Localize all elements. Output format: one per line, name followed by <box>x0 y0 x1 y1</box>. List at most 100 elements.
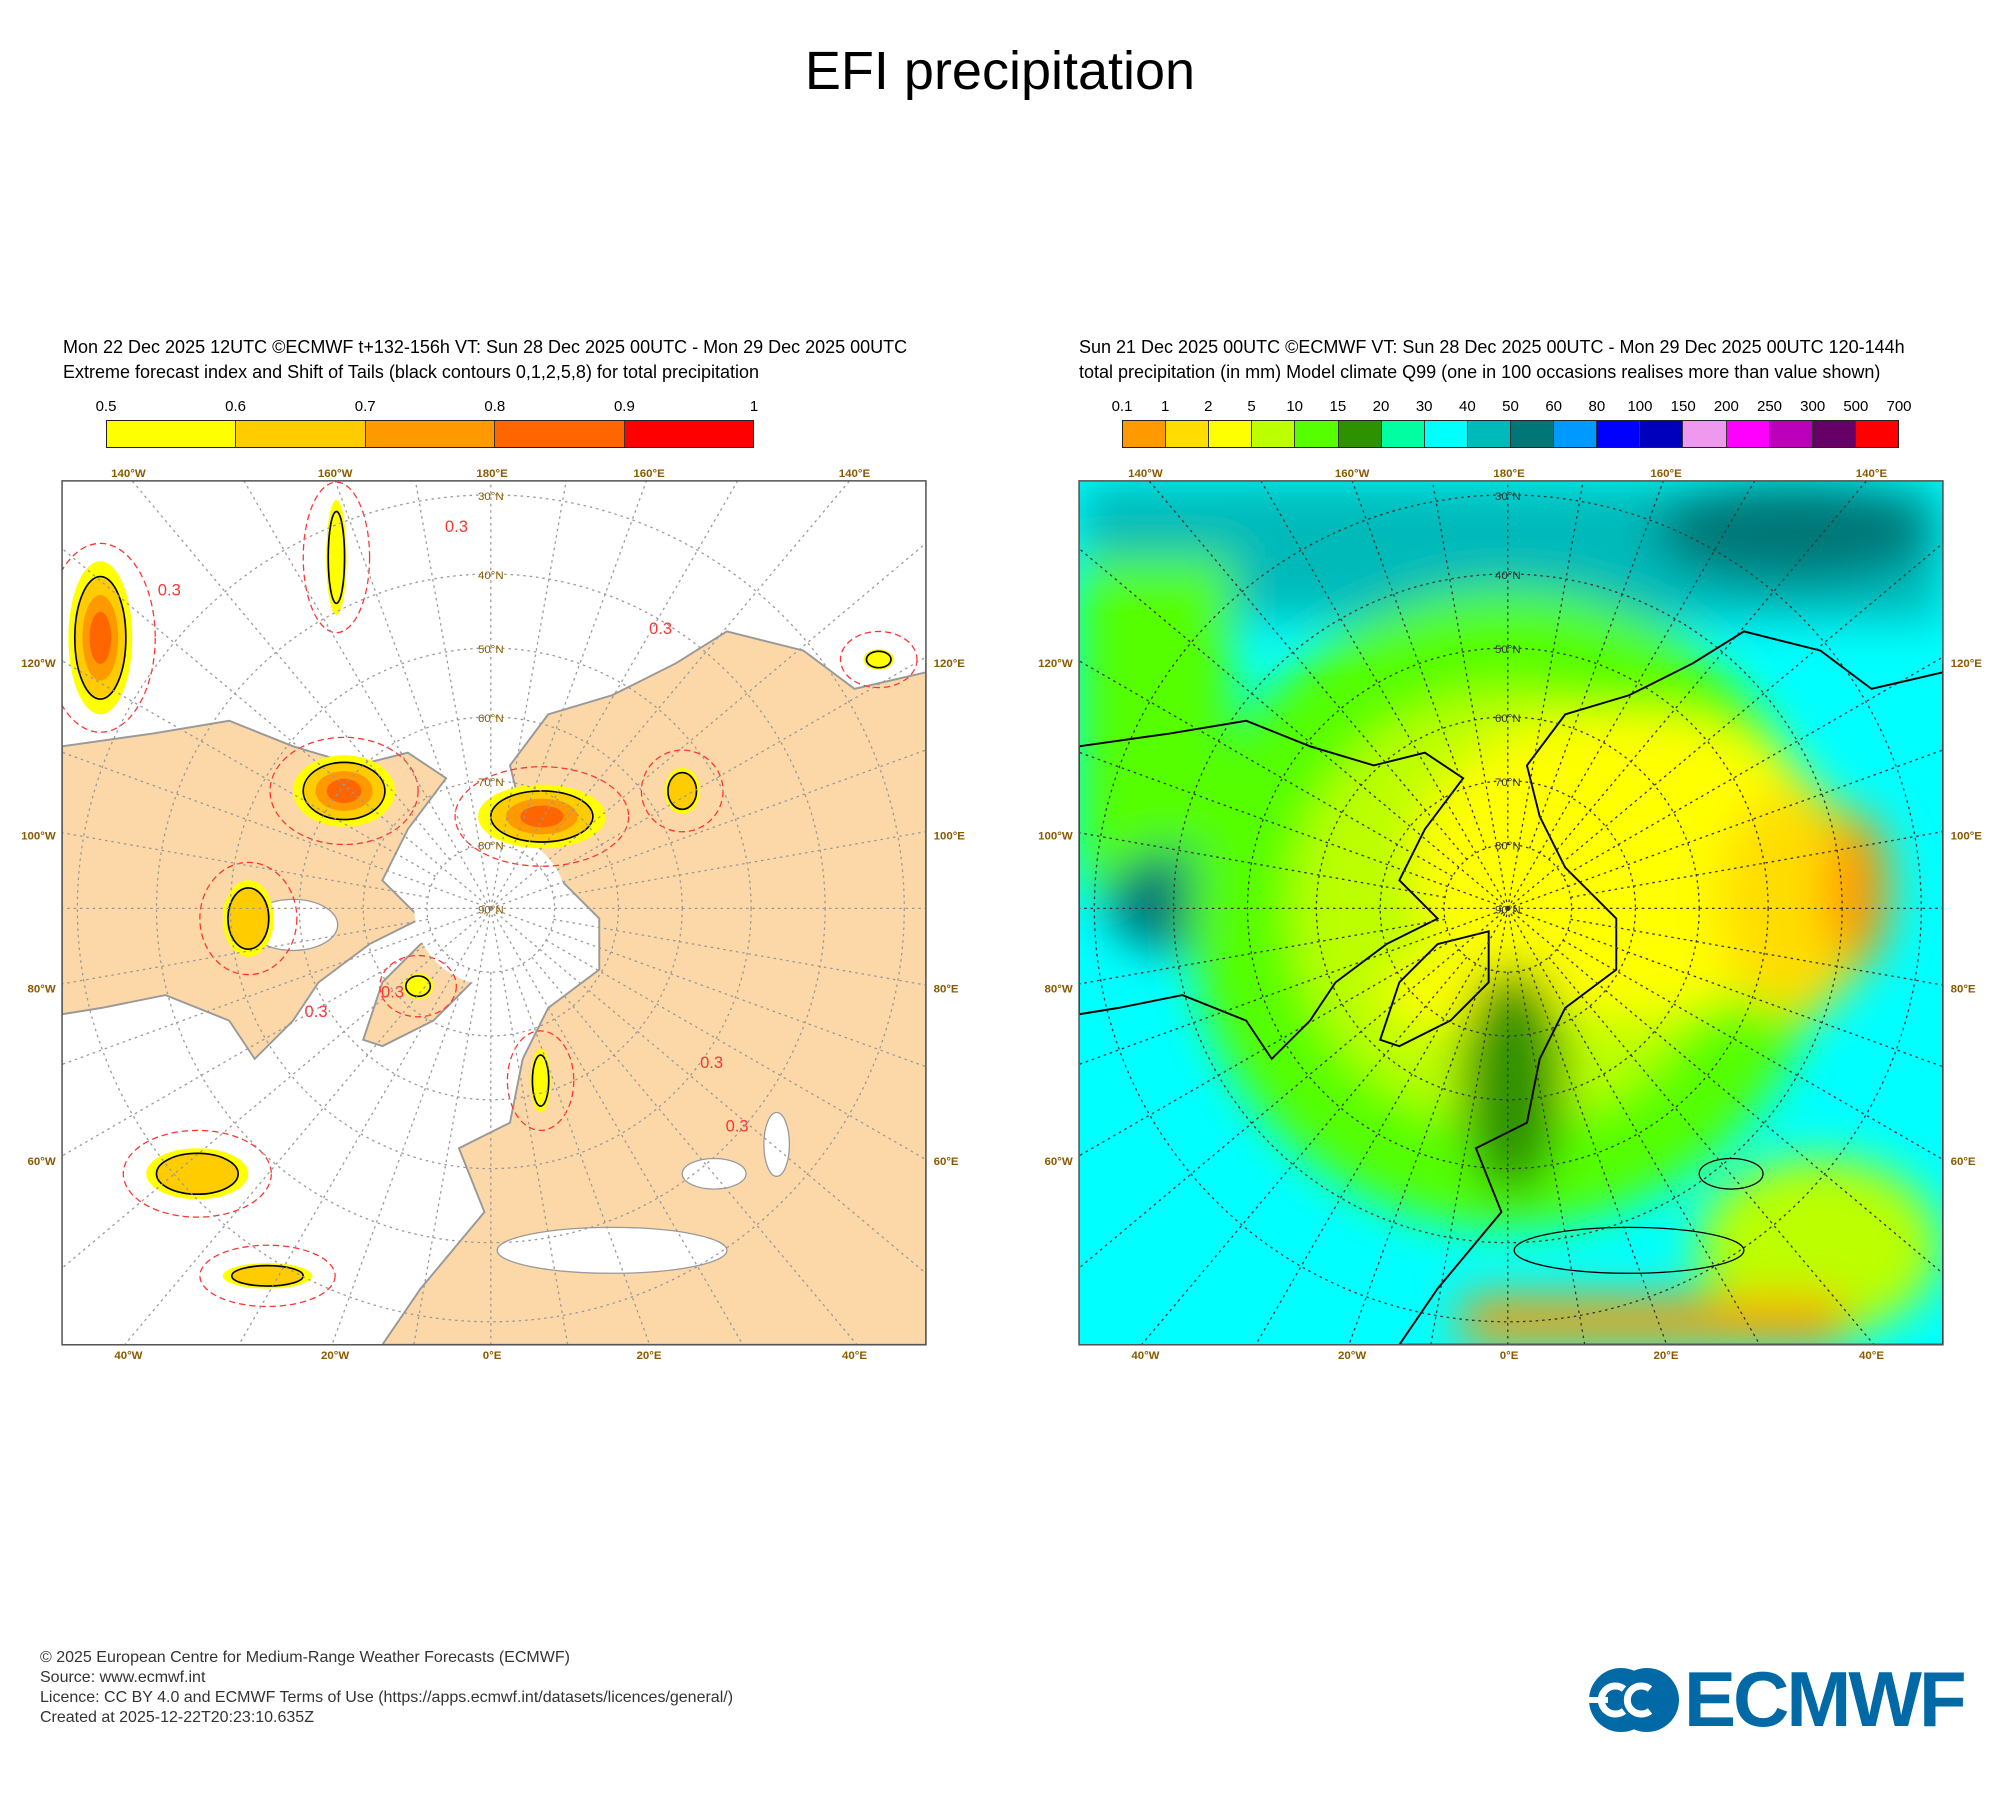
efi-area-high <box>232 1265 303 1286</box>
right-colorbar-swatch <box>1295 421 1339 447</box>
meridian-line <box>1079 548 1509 909</box>
longitude-label-top: 180°E <box>476 468 508 480</box>
latitude-label: 60°N <box>1495 713 1521 725</box>
right-colorbar-tick-label: 20 <box>1372 398 1390 415</box>
sot-contour <box>327 510 346 605</box>
left-header-line2: Extreme forecast index and Shift of Tail… <box>63 362 760 382</box>
sot-contour <box>302 761 386 821</box>
sot-contour <box>73 575 127 700</box>
left-colorbar-tick-label: 0.7 <box>354 398 376 415</box>
meridian-line <box>553 918 926 986</box>
right-colorbar-tick-label: 15 <box>1329 398 1347 415</box>
left-colorbar <box>106 420 754 448</box>
longitude-label-top: 140°E <box>839 468 871 480</box>
meridian-line <box>238 908 492 1345</box>
meridian-line <box>1507 908 1761 1345</box>
copyright-text: © 2025 European Centre for Medium-Range … <box>40 1649 570 1666</box>
meridian-line <box>512 480 647 849</box>
sot-contour <box>155 1152 239 1196</box>
meridian-line <box>414 480 492 909</box>
right-colorbar-tick-label: 5 <box>1247 398 1256 415</box>
precip-dark-teal <box>1653 480 1935 583</box>
left-colorbar-tick-label: 0.8 <box>484 398 506 415</box>
efi-contour-label: 0.3 <box>649 619 672 638</box>
longitude-label-left: 80°W <box>28 984 56 996</box>
right-colorbar-swatch <box>1209 421 1253 447</box>
map-frame <box>61 480 927 1346</box>
longitude-label-bottom: 20°W <box>1338 1350 1366 1362</box>
longitude-label-bottom: 20°E <box>1654 1350 1679 1362</box>
precip-orange <box>1825 812 1890 966</box>
efi-contour <box>269 736 419 846</box>
left-colorbar-tick-label: 1 <box>749 398 759 415</box>
efi-area-high <box>520 805 564 828</box>
efi-area <box>530 1048 551 1113</box>
coastline-north-america <box>1079 719 1465 1061</box>
left-panel-header: Mon 22 Dec 2025 12UTC ©ECMWF t+132-156h … <box>63 335 907 385</box>
meridian-line <box>1431 480 1509 909</box>
meridian-line <box>490 480 567 909</box>
right-colorbar-tick-label: 700 <box>1886 398 1912 415</box>
sot-contour <box>531 1054 550 1107</box>
longitude-label-top: 140°W <box>111 468 146 480</box>
efi-contour <box>506 1030 575 1132</box>
meridian-line <box>490 908 744 1345</box>
ecmwf-logo-icon <box>1588 1667 1679 1732</box>
longitude-label-right: 100°E <box>1951 830 1983 842</box>
ecmwf-logo-text: ECMWF <box>1684 1655 1967 1743</box>
created-text: Created at 2025-12-22T20:23:10.635Z <box>40 1709 314 1726</box>
meridian-line <box>490 907 926 1068</box>
left-colorbar-swatch <box>624 421 754 447</box>
right-colorbar-tick-label: 200 <box>1713 398 1739 415</box>
mediterranean-sea <box>496 1226 728 1274</box>
longitude-label-bottom: 40°W <box>1131 1350 1159 1362</box>
longitude-label-left: 120°W <box>1038 658 1073 670</box>
right-colorbar-tick-label: 100 <box>1627 398 1653 415</box>
meridian-line <box>490 542 926 909</box>
longitude-label-top: 160°W <box>318 468 353 480</box>
left-colorbar-swatch <box>107 421 237 447</box>
model-climate-map: 30°N 40°N 50°N 60°N 70°N 80°N 90°N 140°W 160°W 18… <box>1038 468 1983 1362</box>
meridian-line <box>1548 956 1875 1345</box>
efi-contour <box>122 1129 272 1218</box>
longitude-label-right: 60°E <box>934 1156 959 1168</box>
right-colorbar-tick-label: 500 <box>1843 398 1869 415</box>
right-colorbar-swatch <box>1381 421 1425 447</box>
latitude-label: 50°N <box>478 644 504 656</box>
right-panel-header: Sun 21 Dec 2025 00UTC ©ECMWF VT: Sun 28 … <box>1079 335 1905 385</box>
efi-contour <box>839 630 918 689</box>
meridian-line <box>1507 907 1943 1068</box>
meridian-line <box>490 749 926 909</box>
right-colorbar-swatch <box>1726 421 1770 447</box>
right-colorbar-tick-label: 150 <box>1670 398 1696 415</box>
efi-area <box>402 973 434 999</box>
longitude-label-top: 180°E <box>1493 468 1525 480</box>
right-colorbar-tick-label: 1 <box>1160 398 1170 415</box>
map-content: 0.3 0.3 0.3 0.3 0.3 0.3 0.3 30°N 40°N 50°N 60°N 70°… <box>62 480 926 1345</box>
meridian-line <box>545 939 926 1161</box>
longitude-label-bottom: 40°E <box>1859 1350 1884 1362</box>
longitude-label-top: 160°E <box>1650 468 1682 480</box>
meridian-line <box>1079 907 1509 1269</box>
longitude-label-top: 160°W <box>1335 468 1370 480</box>
right-colorbar-labels: 0.1 1 2 5 10 15 20 30 40 50 60 80 100 150 200 250 300 500… <box>1112 398 1912 418</box>
right-colorbar-tick-label: 300 <box>1800 398 1826 415</box>
longitude-label-right: 60°E <box>1951 1156 1976 1168</box>
latitude-label: 50°N <box>1495 644 1521 656</box>
licence-text: Licence: CC BY 4.0 and ECMWF Terms of Us… <box>40 1689 734 1706</box>
latitude-circle <box>1246 647 1769 1170</box>
latitude-label: 80°N <box>1495 841 1521 853</box>
latitude-label: 40°N <box>478 570 504 582</box>
precip-orange-south <box>1461 1297 1845 1345</box>
efi-contour-label: 0.3 <box>700 1053 723 1072</box>
latitude-circle <box>1093 494 1922 1323</box>
latitude-label: 30°N <box>478 491 504 503</box>
meridian-line <box>1079 918 1446 985</box>
left-header-line1: Mon 22 Dec 2025 12UTC ©ECMWF t+132-156h … <box>63 337 908 357</box>
efi-contour-label: 0.3 <box>726 1117 749 1136</box>
meridian-line <box>62 907 492 1269</box>
longitude-label-right: 120°E <box>1951 658 1983 670</box>
meridian-line <box>1562 939 1943 1161</box>
efi-area-high <box>228 888 269 949</box>
efi-contour <box>379 954 457 1018</box>
